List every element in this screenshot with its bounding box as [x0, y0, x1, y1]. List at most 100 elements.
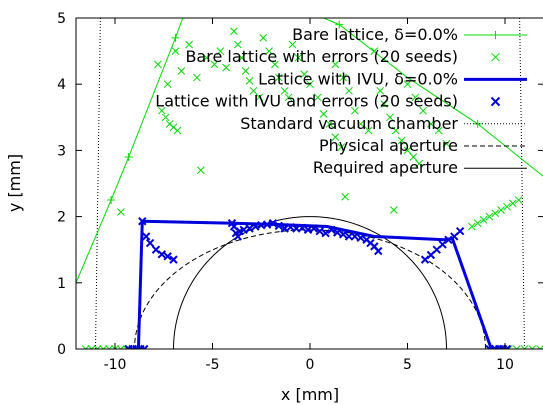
legend-label: Required aperture	[313, 158, 458, 177]
bare-errors-point	[325, 120, 334, 128]
bare-errors-point	[427, 120, 435, 128]
bare-errors-point	[241, 67, 250, 75]
ivu-errors-point	[169, 255, 178, 264]
bare-errors-point	[514, 196, 523, 204]
legend-label: Lattice with IVU, δ=0.0%	[258, 69, 458, 88]
ivu-errors-point	[350, 232, 360, 241]
x-tick-label: 10	[496, 357, 514, 373]
bare-errors-point	[339, 73, 348, 82]
bare-errors-point	[288, 40, 297, 49]
bare-errors-point	[81, 345, 90, 349]
ivu-lattice-line	[130, 219, 498, 349]
ivu-errors-point	[303, 225, 313, 235]
ivu-errors-point	[327, 225, 336, 235]
bare-errors-point	[403, 146, 412, 155]
bare-errors-point	[105, 345, 114, 349]
bare-errors-point	[173, 126, 182, 135]
bare-errors-point	[171, 47, 180, 55]
bare-errors-point	[364, 126, 373, 135]
bare-errors-point	[116, 208, 125, 216]
bare-errors-point	[473, 219, 482, 228]
bare-errors-point	[245, 77, 254, 85]
legend-label: Standard vacuum chamber	[240, 114, 458, 133]
ivu-errors-point	[245, 224, 254, 233]
legend-swatch-cross	[491, 52, 500, 62]
x-tick-label: 0	[306, 357, 315, 373]
legend: Bare lattice, δ=0.0% Bare lattice with er…	[155, 25, 527, 177]
data-series-1	[81, 27, 543, 349]
required-aperture-curve	[173, 216, 447, 349]
bare-errors-point	[230, 27, 238, 36]
bare-errors-point	[177, 67, 186, 75]
legend-swatch-plus	[491, 31, 500, 39]
bare-errors-point	[157, 106, 166, 115]
bare-errors-point	[216, 47, 225, 55]
bare-errors-point	[503, 202, 511, 211]
bare-errors-point	[434, 126, 443, 135]
bare-errors-point	[319, 110, 328, 118]
bare-errors-point	[520, 345, 529, 349]
bare-lattice-point	[107, 196, 116, 205]
bare-errors-point	[284, 93, 293, 102]
bare-errors-point	[356, 120, 365, 128]
bare-errors-point	[306, 80, 314, 89]
ivu-errors-point	[315, 226, 324, 236]
bare-errors-point	[271, 60, 279, 69]
data-series-2	[130, 219, 498, 349]
ivu-errors-point	[268, 219, 278, 228]
bare-errors-point	[341, 192, 349, 201]
y-tick-label: 4	[57, 77, 66, 93]
legend-label: Bare lattice, δ=0.0%	[292, 25, 458, 44]
bare-errors-point	[491, 209, 500, 218]
y-tick-label: 3	[57, 143, 66, 159]
ivu-errors-point	[145, 238, 155, 248]
bare-errors-point	[512, 345, 521, 349]
bare-errors-point	[161, 113, 170, 122]
bare-errors-point	[111, 345, 119, 349]
bare-errors-point	[116, 345, 125, 349]
bare-errors-point	[508, 199, 517, 208]
bare-errors-point	[350, 106, 359, 115]
bare-errors-point	[233, 40, 242, 49]
ivu-errors-point	[356, 233, 365, 242]
ivu-errors-point	[321, 228, 330, 238]
ivu-errors-point	[286, 222, 295, 232]
bare-errors-point	[409, 153, 418, 161]
legend-label: Bare lattice with errors (20 seeds)	[185, 47, 458, 66]
bare-errors-point	[280, 86, 289, 95]
bare-errors-point	[99, 345, 108, 349]
bare-errors-point	[193, 73, 201, 82]
ivu-errors-point	[333, 228, 342, 237]
ivu-errors-point	[297, 223, 307, 233]
ivu-errors-point	[455, 226, 465, 236]
bare-errors-point	[391, 126, 400, 135]
ivu-errors-point	[251, 222, 260, 231]
bare-errors-point	[237, 53, 246, 62]
physical-aperture-curve	[134, 229, 486, 349]
y-tick-label: 0	[57, 342, 66, 358]
bare-errors-point	[386, 113, 394, 122]
vacuum-chamber-right	[519, 18, 525, 349]
ivu-errors-point	[274, 221, 284, 231]
bare-errors-point	[300, 70, 309, 79]
x-axis-label: x [mm]	[281, 385, 339, 404]
bare-lattice-point	[124, 153, 133, 162]
bare-errors-point	[485, 212, 494, 221]
bare-errors-point	[222, 63, 231, 72]
legend-label: Lattice with IVU and errors (20 seeds)	[155, 92, 458, 111]
bare-errors-point	[313, 93, 322, 102]
ivu-errors-point	[338, 230, 348, 239]
ivu-errors-point	[374, 246, 383, 256]
bare-errors-point	[210, 60, 219, 69]
bare-lattice-point	[171, 33, 180, 42]
bare-errors-point	[528, 345, 537, 349]
ivu-errors-point	[233, 232, 243, 241]
bare-errors-point	[370, 47, 379, 55]
bare-errors-point	[259, 34, 268, 42]
bare-errors-point	[479, 216, 488, 224]
series-4	[95, 18, 525, 349]
bare-errors-point	[389, 206, 398, 214]
plot-layer	[76, 18, 543, 349]
legend-swatch-cross	[490, 96, 501, 107]
